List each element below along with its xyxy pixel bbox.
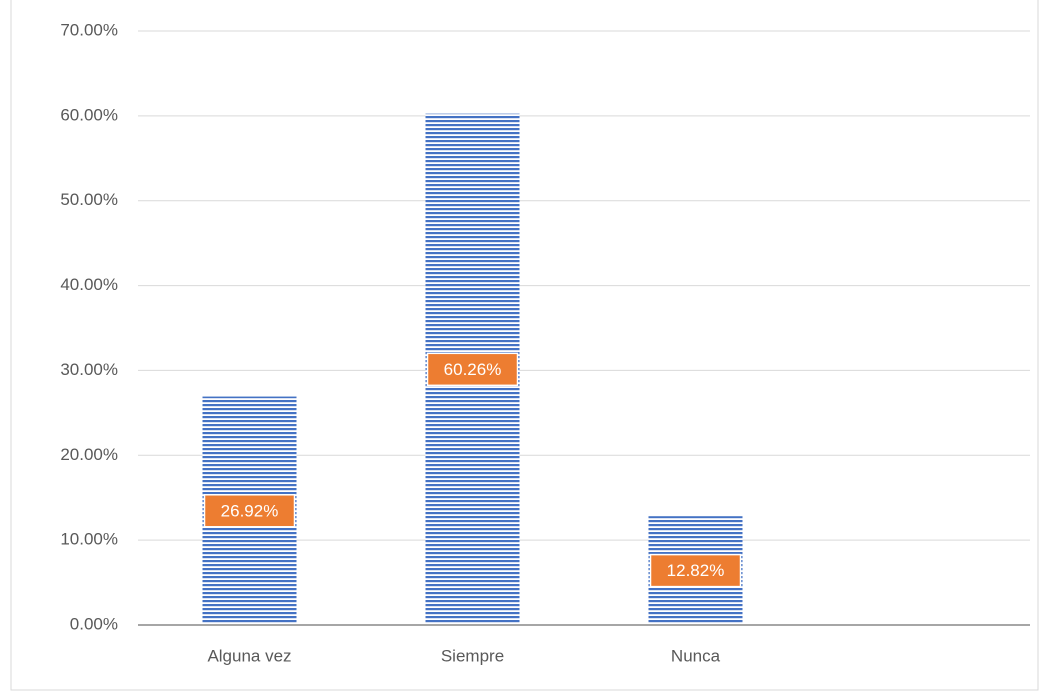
x-tick-label: Siempre — [441, 646, 504, 665]
x-tick-label: Alguna vez — [207, 646, 291, 665]
y-tick-label: 40.00% — [60, 275, 118, 294]
data-label-box — [203, 494, 296, 528]
y-tick-label: 50.00% — [60, 190, 118, 209]
data-label: 12.82% — [667, 561, 725, 580]
y-tick-label: 60.00% — [60, 105, 118, 124]
y-tick-label: 20.00% — [60, 445, 118, 464]
x-tick-label: Nunca — [671, 646, 721, 665]
data-label-box — [426, 352, 519, 387]
data-label-box — [649, 553, 742, 588]
data-label: 26.92% — [221, 501, 279, 520]
y-tick-label: 0.00% — [70, 614, 118, 633]
y-tick-label: 70.00% — [60, 20, 118, 39]
data-label: 60.26% — [444, 360, 502, 379]
chart-frame — [10, 0, 1039, 691]
y-tick-label: 10.00% — [60, 530, 118, 549]
y-tick-label: 30.00% — [60, 360, 118, 379]
